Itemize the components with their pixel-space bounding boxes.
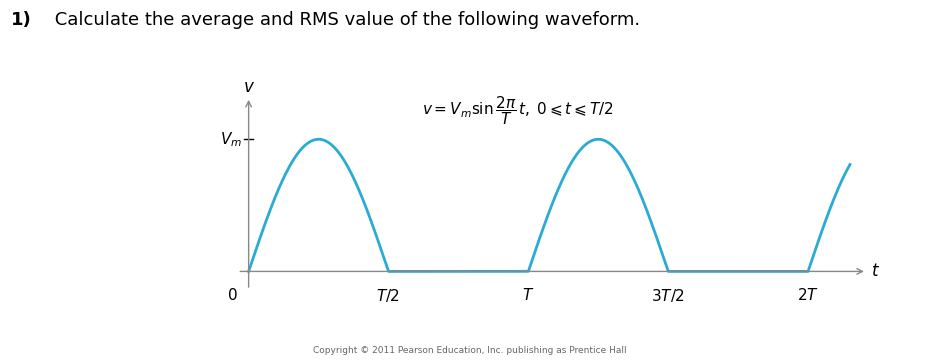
Text: $T/2$: $T/2$ xyxy=(377,287,401,304)
Text: $3T/2$: $3T/2$ xyxy=(652,287,685,304)
Text: 1): 1) xyxy=(11,11,32,29)
Text: $0$: $0$ xyxy=(226,287,238,303)
Text: Calculate the average and RMS value of the following waveform.: Calculate the average and RMS value of t… xyxy=(49,11,640,29)
Text: $2T$: $2T$ xyxy=(797,287,819,303)
Text: $T$: $T$ xyxy=(522,287,534,303)
Text: $V_m$: $V_m$ xyxy=(220,130,241,149)
Text: $v = V_m \sin \dfrac{2\pi}{T}\, t,\; 0 \leqslant t \leqslant T/2$: $v = V_m \sin \dfrac{2\pi}{T}\, t,\; 0 \… xyxy=(422,94,614,127)
Text: $v$: $v$ xyxy=(242,78,254,96)
Text: $t$: $t$ xyxy=(871,262,880,280)
Text: Copyright © 2011 Pearson Education, Inc. publishing as Prentice Hall: Copyright © 2011 Pearson Education, Inc.… xyxy=(313,346,626,355)
